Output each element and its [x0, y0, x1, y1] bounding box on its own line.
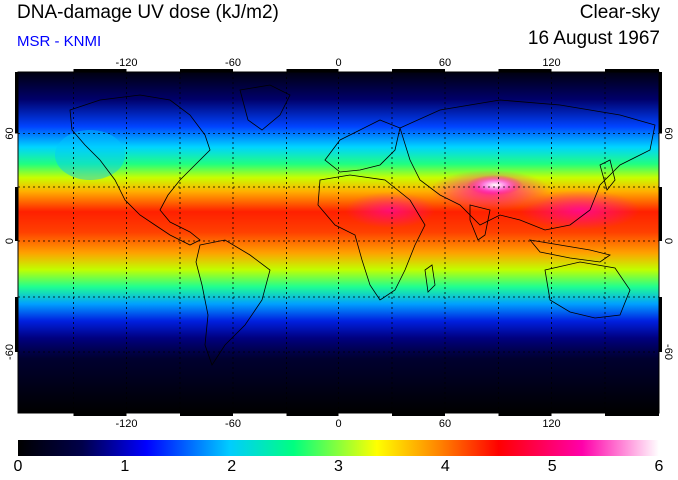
coast-asia [399, 99, 656, 231]
colorbar-label: 6 [654, 458, 664, 475]
coast-south-america [195, 239, 271, 366]
lon-bottom-tick: 60 [439, 418, 451, 430]
coast-europe [324, 119, 401, 173]
lat-left-tick: 60 [4, 127, 16, 139]
coast-india [469, 204, 491, 241]
lat-right-tick: 60 [662, 127, 674, 139]
source-label: MSR - KNMI [17, 33, 102, 50]
color-bar [18, 440, 659, 456]
lat-left-tick: 0 [4, 238, 16, 244]
coast-greenland [239, 84, 291, 131]
sahara-high-uv [345, 192, 435, 228]
colorbar-label: 1 [120, 458, 130, 475]
graticule [18, 72, 659, 413]
colorbar-label: 3 [334, 458, 343, 475]
north-america-cloud-patch [55, 130, 125, 180]
lon-top-tick: 60 [439, 57, 451, 69]
colorbar-label: 5 [547, 458, 557, 475]
lon-top-tick: -120 [115, 57, 137, 69]
lon-top-tick: -60 [225, 57, 241, 69]
lat-right-tick: 0 [662, 238, 674, 244]
tibet-peak-uv [467, 175, 523, 195]
lat-left-tick: -60 [4, 344, 16, 360]
lon-top-tick: 0 [335, 57, 341, 69]
colorbar-label: 0 [13, 458, 23, 475]
coast-japan [599, 159, 616, 191]
coast-madagascar [424, 264, 436, 293]
lat-right-tick: -60 [662, 344, 674, 360]
map-border [15, 69, 662, 416]
lon-bottom-tick: 0 [335, 418, 341, 430]
map-title: DNA-damage UV dose (kJ/m2) [17, 2, 279, 23]
lon-bottom-tick: -120 [115, 418, 137, 430]
colorbar-label: 4 [440, 458, 450, 475]
colorbar-label: 2 [227, 458, 237, 475]
lon-top-tick: 120 [542, 57, 560, 69]
sky-condition: Clear-sky [579, 2, 660, 23]
lon-bottom-tick: 120 [542, 418, 560, 430]
coast-australia [544, 261, 631, 319]
map-date: 16 August 1967 [527, 28, 660, 49]
east-asia-high-uv [520, 190, 640, 230]
lon-bottom-tick: -60 [225, 418, 241, 430]
